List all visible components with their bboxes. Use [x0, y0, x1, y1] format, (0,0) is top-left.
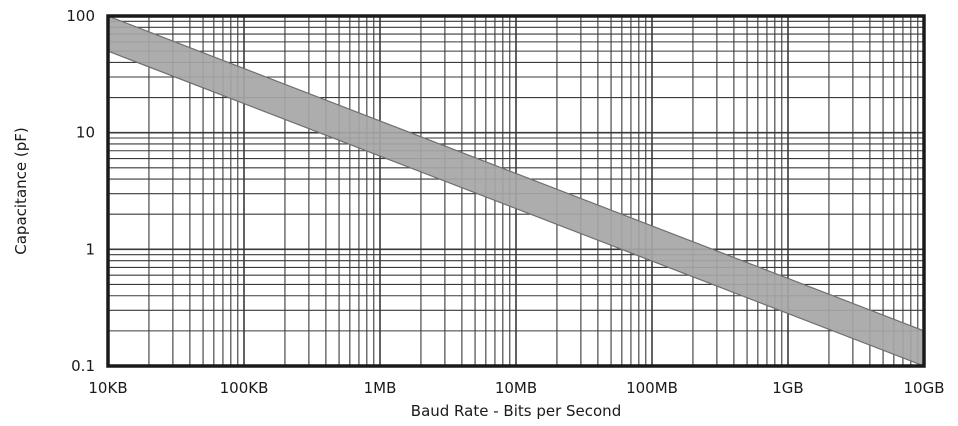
x-tick-label: 1MB	[364, 379, 397, 397]
x-axis-label: Baud Rate - Bits per Second	[411, 402, 621, 420]
x-tick-label: 100MB	[626, 379, 678, 397]
y-tick-label: 10	[76, 124, 95, 142]
x-tick-labels: 10KB 100KB 1MB 10MB 100MB 1GB 10GB	[88, 379, 944, 397]
y-tick-label: 1	[85, 240, 95, 258]
y-tick-labels: 0.1 1 10 100	[66, 7, 95, 375]
y-tick-label: 100	[66, 7, 95, 25]
x-tick-label: 10MB	[495, 379, 537, 397]
plot-frame	[106, 14, 926, 368]
x-tick-label: 10GB	[903, 379, 944, 397]
x-tick-label: 10KB	[88, 379, 127, 397]
x-tick-label: 1GB	[772, 379, 803, 397]
x-tick-label: 100KB	[220, 379, 269, 397]
y-axis-label: Capacitance (pF)	[12, 127, 30, 254]
y-tick-label: 0.1	[71, 357, 95, 375]
